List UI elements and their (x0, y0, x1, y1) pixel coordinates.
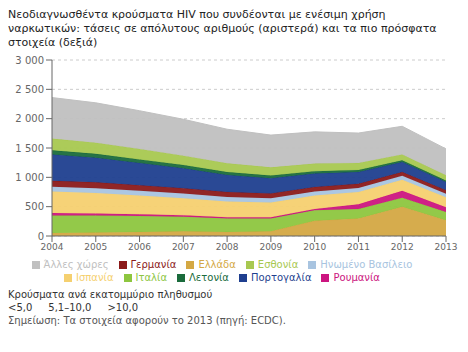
svg-text:3 000: 3 000 (15, 55, 44, 66)
html-text:Γερμανία: Γερμανία (130, 259, 177, 270)
svg-text:2010: 2010 (303, 242, 326, 252)
html-text:Εσθονία: Εσθονία (257, 259, 299, 270)
svg-text:1 500: 1 500 (15, 143, 44, 154)
html-text:Πορτογαλία: Πορτογαλία (251, 272, 312, 283)
svg-text:2013: 2013 (435, 242, 458, 252)
html-text:Άλλες χώρες: Άλλες χώρες (43, 259, 109, 270)
svg-text:2009: 2009 (259, 242, 282, 252)
html-text:>10,0: >10,0 (107, 302, 139, 313)
html-text:Κρούσματα ανά εκατομμύριο πληθ: Κρούσματα ανά εκατομμύριο πληθυσμού (8, 289, 213, 300)
html-text:Λετονία: Λετονία (189, 272, 229, 283)
html-text:Ηνωμένο Βασίλειο: Ηνωμένο Βασίλειο (320, 259, 413, 270)
html-text:Ιταλία: Ιταλία (135, 272, 167, 283)
html-text:Ελλάδα: Ελλάδα (198, 259, 236, 270)
html-text:Νεοδιαγνωσθέντα κρούσματα HIV: Νεοδιαγνωσθέντα κρούσματα HIV που συνδέο… (8, 8, 437, 49)
svg-text:0: 0 (38, 231, 44, 242)
svg-text:2004: 2004 (41, 242, 64, 252)
svg-text:2011: 2011 (347, 242, 370, 252)
svg-text:2008: 2008 (216, 242, 239, 252)
svg-text:2007: 2007 (172, 242, 195, 252)
svg-text:1 000: 1 000 (15, 172, 44, 183)
html-text:<5,0: <5,0 (8, 302, 33, 313)
html-text:Σημείωση: Τα στοιχεία αφορούν: Σημείωση: Τα στοιχεία αφορούν το 2013 (π… (8, 315, 286, 326)
html-text:Ρουμανία: Ρουμανία (333, 272, 380, 283)
html-text:5,1–10,0: 5,1–10,0 (48, 302, 92, 313)
html-text:Ισπανία: Ισπανία (76, 272, 114, 283)
svg-text:2012: 2012 (391, 242, 414, 252)
svg-text:2 500: 2 500 (15, 84, 44, 95)
svg-text:2 000: 2 000 (15, 113, 44, 124)
svg-text:2006: 2006 (128, 242, 151, 252)
svg-text:2005: 2005 (84, 242, 107, 252)
svg-text:500: 500 (25, 201, 44, 212)
